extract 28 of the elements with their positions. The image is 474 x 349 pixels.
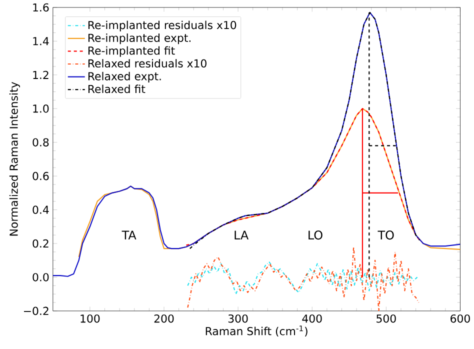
annotation: TO [378,230,394,240]
x-axis-title: Raman Shift (cm$^{-1}$) [206,326,308,337]
y-axis-title: Normalized Raman Intensity [9,82,20,236]
x-tick-label: 100 [80,314,100,323]
legend-label: Re-implanted residuals x10 [88,20,236,32]
y-tick-label: 0.6 [32,172,49,180]
x-tick-label: 400 [302,314,322,323]
x-tick-label: 500 [376,314,396,323]
y-tick-label: −0.2 [24,306,48,316]
y-tick-label: 0.4 [32,206,49,214]
y-tick-label: 0.0 [32,273,49,282]
y-tick-label: 1.4 [33,37,49,46]
y-tick-label: 1.6 [33,3,49,12]
x-tick-label: 200 [154,314,174,323]
legend-label: Re-implanted expt. [88,34,190,44]
y-tick-label: 0.2 [32,239,48,248]
legend-label: Relaxed residuals x10 [88,59,206,68]
annotation: TA [122,230,136,240]
annotation: LO [308,230,322,240]
y-tick-label: 1.0 [33,104,49,113]
x-tick-label: 600 [450,314,470,323]
legend-label: Re-implanted fit [88,46,175,57]
y-tick-label: 1.2 [33,70,48,80]
legend-label: Relaxed expt. [88,72,161,83]
x-tick-label: 300 [228,314,248,323]
y-tick-label: 0.8 [32,138,49,147]
annotation: LA [234,230,249,240]
legend-label: Relaxed fit [88,84,146,94]
